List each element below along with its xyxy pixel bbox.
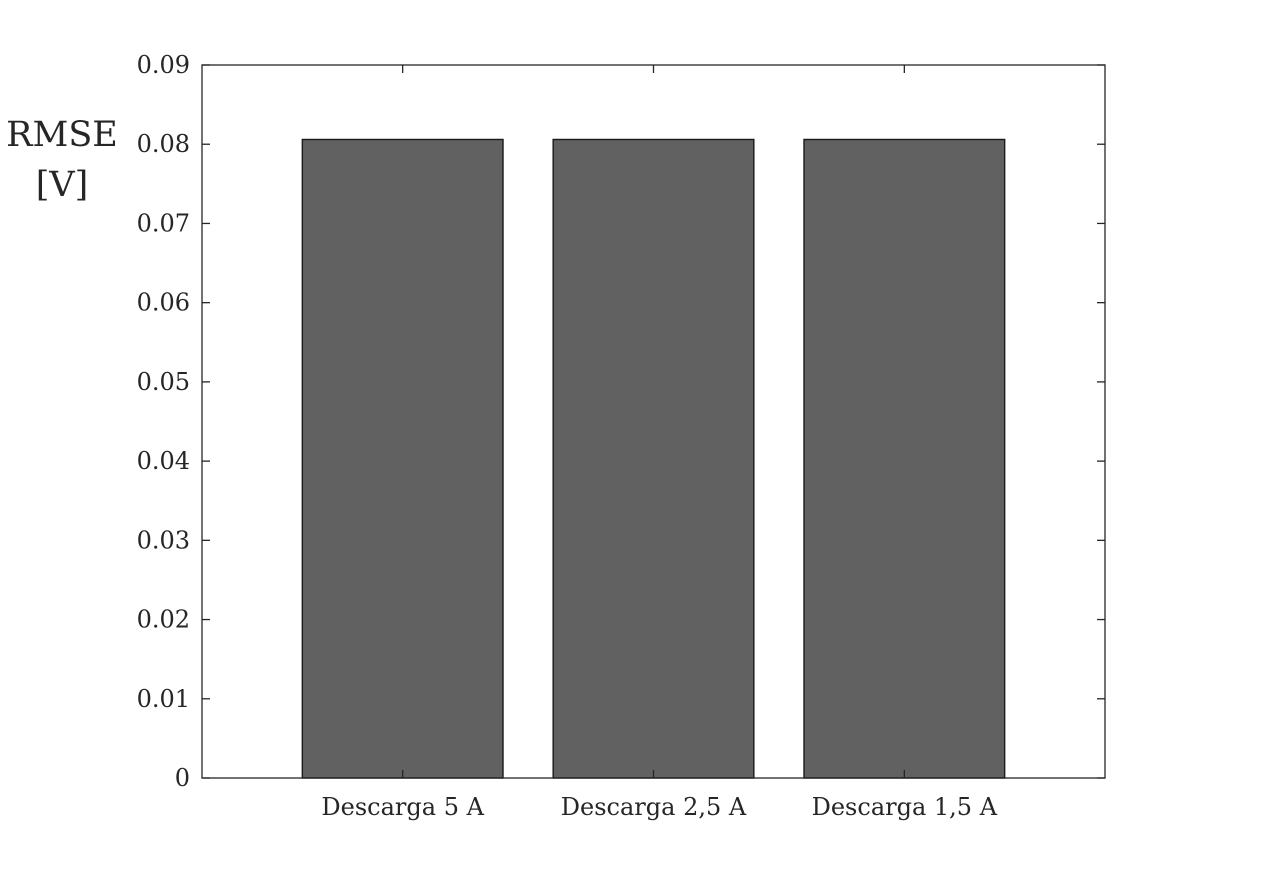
y-axis-label-line-2: [V] [36, 165, 89, 205]
y-tick-label-6: 0.06 [137, 289, 190, 317]
x-tick-label-3: Descarga 1,5 A [812, 793, 998, 821]
y-tick-label-7: 0.07 [137, 209, 190, 237]
y-tick-label-0: 0 [175, 764, 190, 792]
y-axis-label-line-1: RMSE [6, 115, 118, 155]
bar-1 [301, 138, 504, 779]
x-tick-label-2: Descarga 2,5 A [561, 793, 747, 821]
ticks-layer [202, 64, 1105, 779]
y-tick-label-3: 0.03 [137, 526, 190, 554]
y-tick-label-9: 0.09 [137, 51, 190, 79]
x-tick-label-1: Descarga 5 A [321, 793, 484, 821]
y-tick-label-2: 0.02 [137, 606, 190, 634]
y-tick-label-8: 0.08 [137, 130, 190, 158]
labels-layer: Descarga 5 A Descarga 2,5 A Descarga 1,5 A… [137, 51, 998, 821]
bars-layer [301, 138, 1006, 779]
y-tick-label-5: 0.05 [137, 368, 190, 396]
y-tick-label-1: 0.01 [137, 685, 190, 713]
bar-2 [552, 138, 755, 779]
bar-3 [803, 138, 1006, 779]
y-tick-label-4: 0.04 [137, 447, 190, 475]
